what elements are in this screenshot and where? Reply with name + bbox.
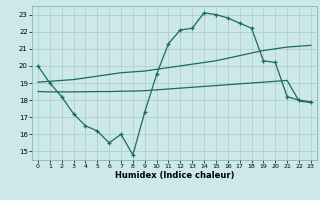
X-axis label: Humidex (Indice chaleur): Humidex (Indice chaleur) [115,171,234,180]
